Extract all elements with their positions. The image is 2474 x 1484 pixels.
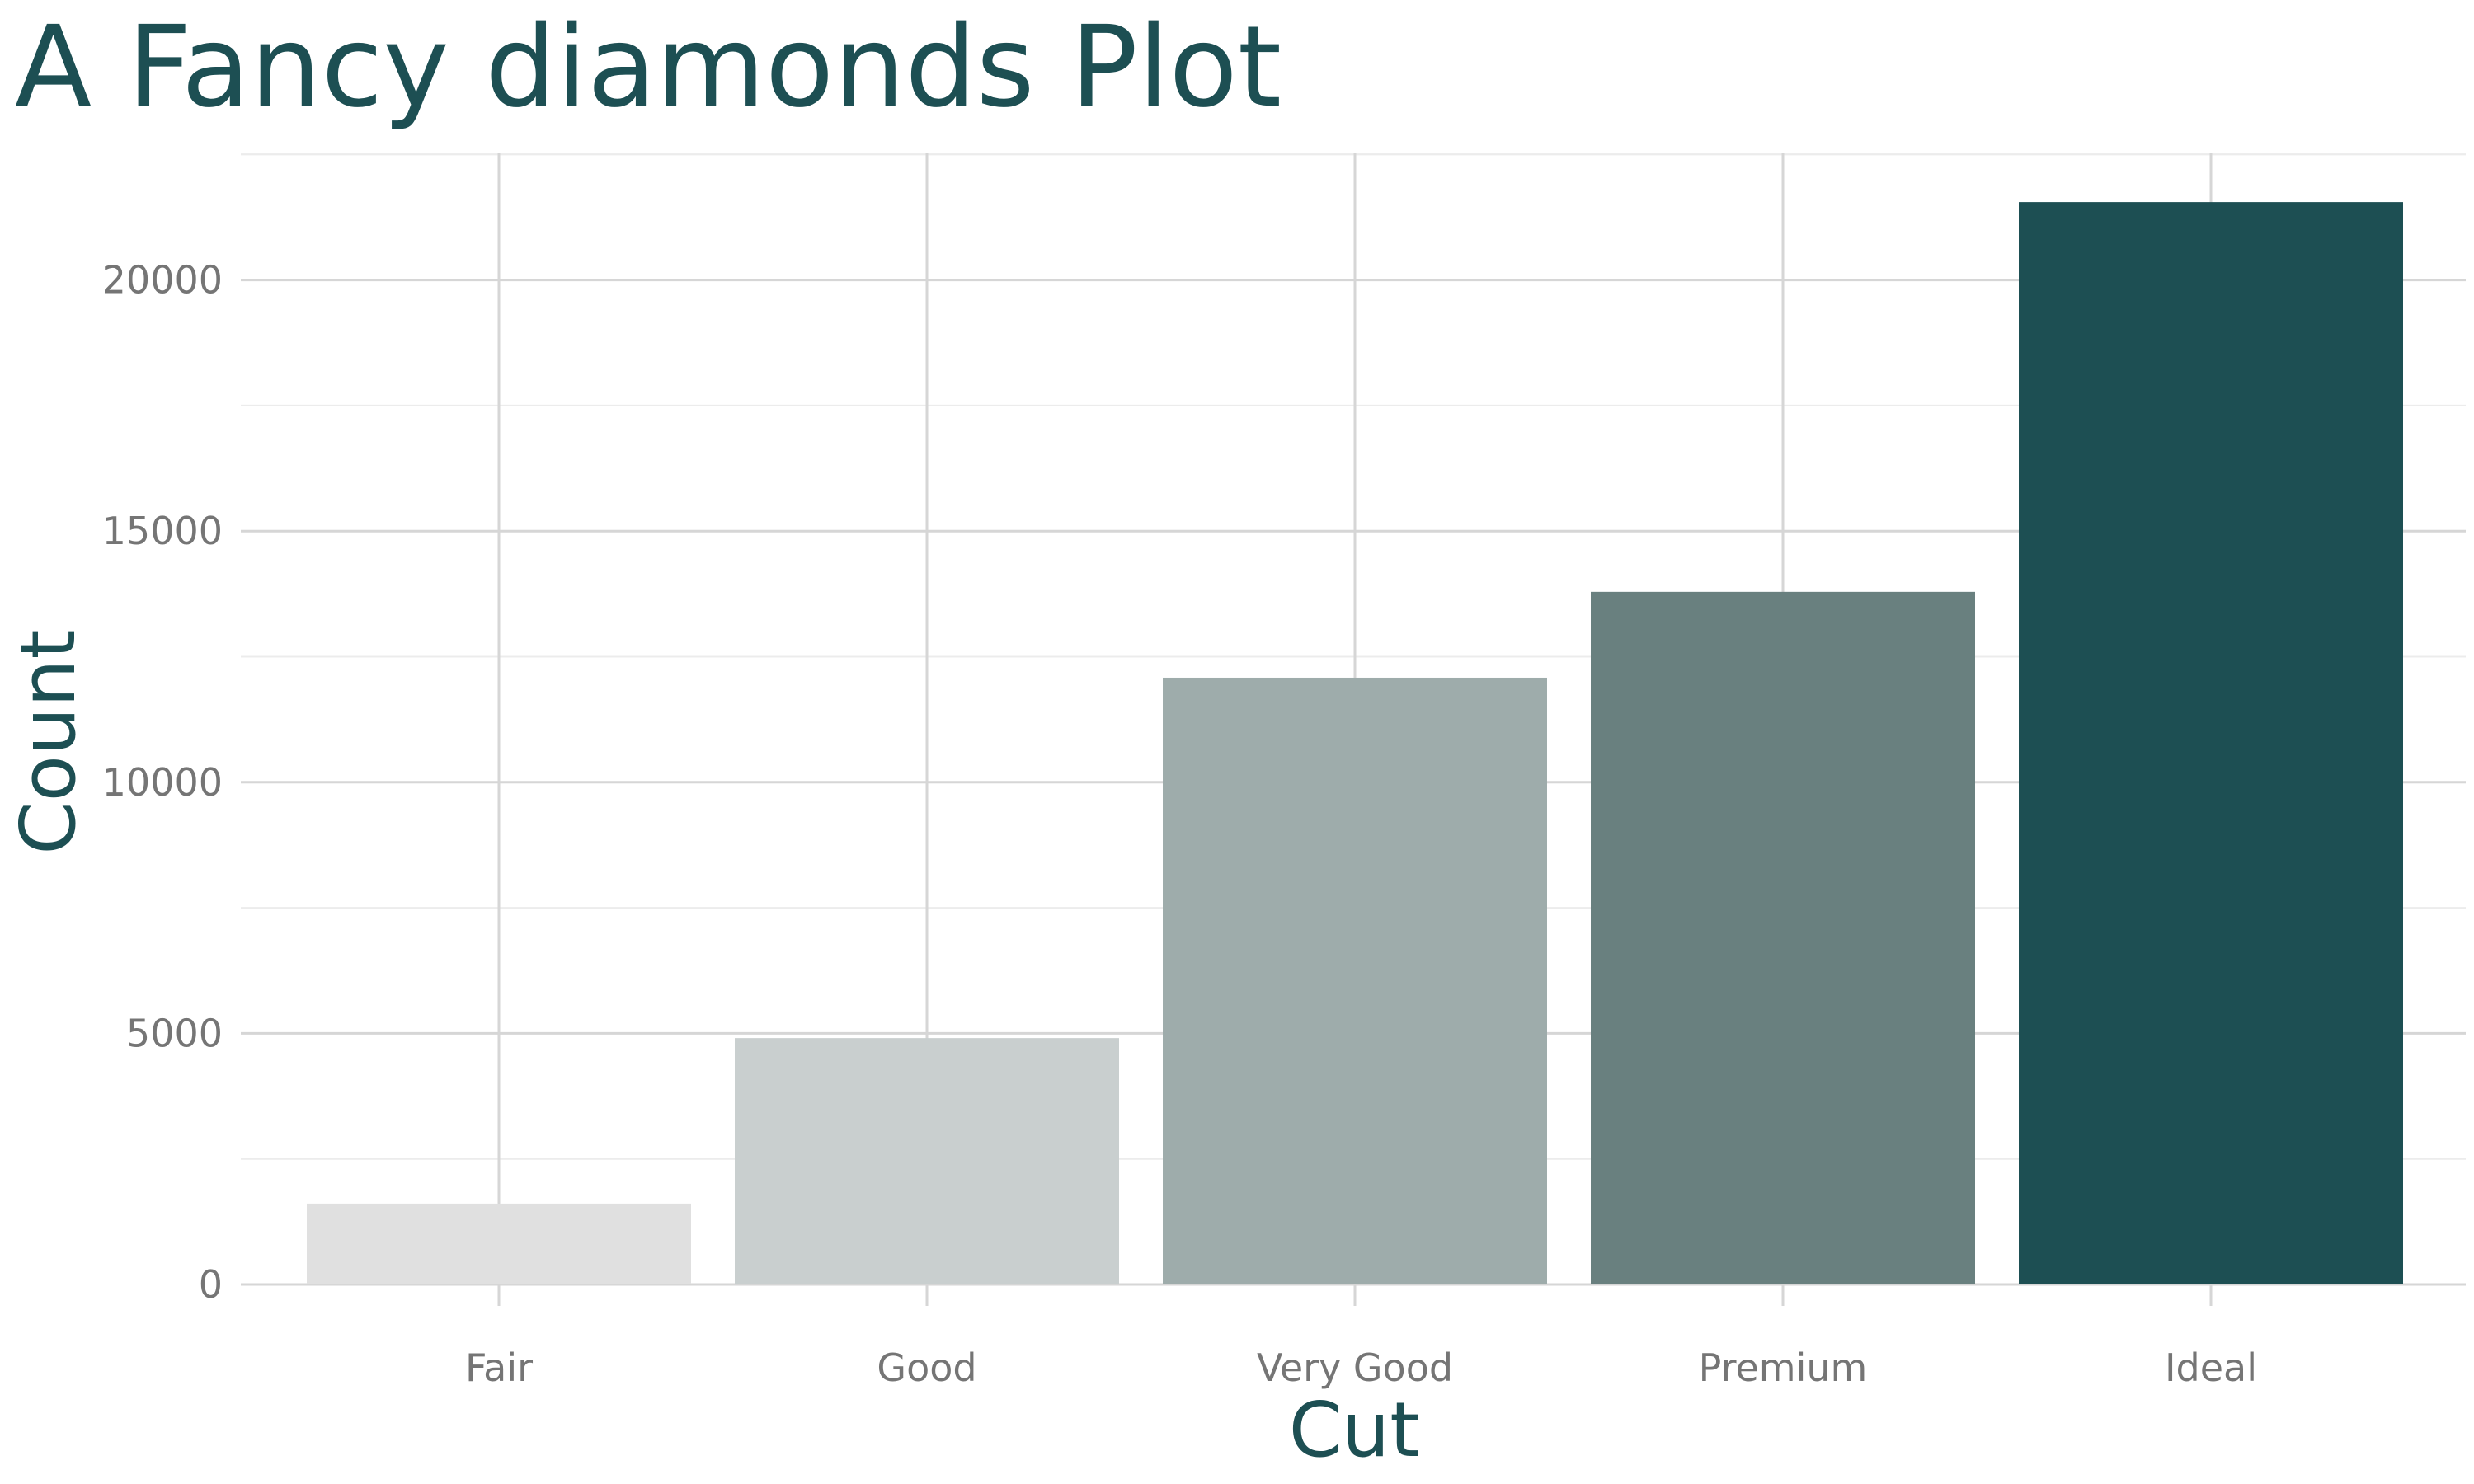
x-tick-label: Ideal xyxy=(2165,1345,2257,1390)
bar-ideal xyxy=(2019,202,2403,1285)
bar-fair xyxy=(307,1203,691,1284)
bar-very-good xyxy=(1163,677,1547,1284)
chart-title: A Fancy diamonds Plot xyxy=(15,2,1282,133)
x-axis-title: Cut xyxy=(1289,1386,1420,1474)
y-tick-label: 15000 xyxy=(102,509,223,553)
x-tick-label: Good xyxy=(877,1345,976,1390)
y-tick-label: 0 xyxy=(199,1262,223,1307)
x-axis-ticks: Fair Good Very Good Premium Ideal xyxy=(465,1345,2257,1390)
y-axis-ticks: 0 5000 10000 15000 20000 xyxy=(102,258,223,1307)
y-tick-label: 5000 xyxy=(126,1011,223,1055)
bar-good xyxy=(735,1038,1119,1284)
y-tick-label: 20000 xyxy=(102,258,223,303)
bar-layer xyxy=(307,202,2403,1285)
y-tick-label: 10000 xyxy=(102,760,223,805)
bar-premium xyxy=(1591,591,1975,1284)
x-tick-label: Fair xyxy=(465,1345,533,1390)
x-tick-label: Very Good xyxy=(1257,1345,1453,1390)
x-tick-label: Premium xyxy=(1699,1345,1868,1390)
y-axis-title: Count xyxy=(4,629,92,854)
